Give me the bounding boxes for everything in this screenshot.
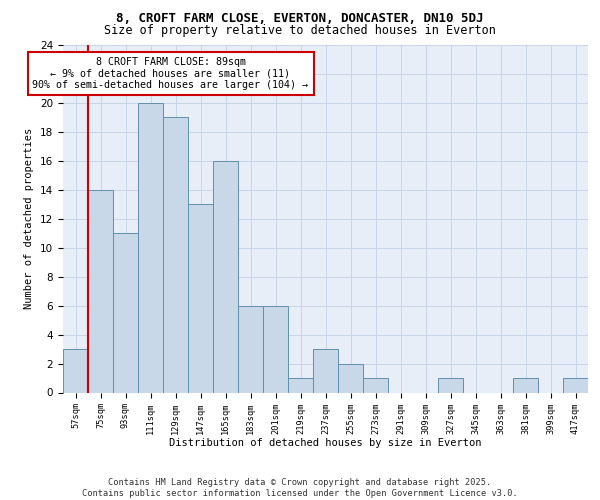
Bar — [163, 118, 188, 392]
Bar — [113, 233, 138, 392]
Bar — [288, 378, 313, 392]
Bar — [363, 378, 388, 392]
Bar — [313, 349, 338, 393]
Y-axis label: Number of detached properties: Number of detached properties — [25, 128, 34, 310]
Bar — [438, 378, 463, 392]
Bar — [88, 190, 113, 392]
Text: 8, CROFT FARM CLOSE, EVERTON, DONCASTER, DN10 5DJ: 8, CROFT FARM CLOSE, EVERTON, DONCASTER,… — [116, 12, 484, 26]
Text: Size of property relative to detached houses in Everton: Size of property relative to detached ho… — [104, 24, 496, 37]
Text: 8 CROFT FARM CLOSE: 89sqm
← 9% of detached houses are smaller (11)
90% of semi-d: 8 CROFT FARM CLOSE: 89sqm ← 9% of detach… — [32, 56, 308, 90]
Bar — [338, 364, 363, 392]
Bar — [238, 306, 263, 392]
Bar — [213, 161, 238, 392]
Bar — [513, 378, 538, 392]
X-axis label: Distribution of detached houses by size in Everton: Distribution of detached houses by size … — [169, 438, 482, 448]
Text: Contains HM Land Registry data © Crown copyright and database right 2025.
Contai: Contains HM Land Registry data © Crown c… — [82, 478, 518, 498]
Bar — [188, 204, 213, 392]
Bar — [138, 103, 163, 393]
Bar — [63, 349, 88, 393]
Bar — [563, 378, 588, 392]
Bar — [263, 306, 288, 392]
